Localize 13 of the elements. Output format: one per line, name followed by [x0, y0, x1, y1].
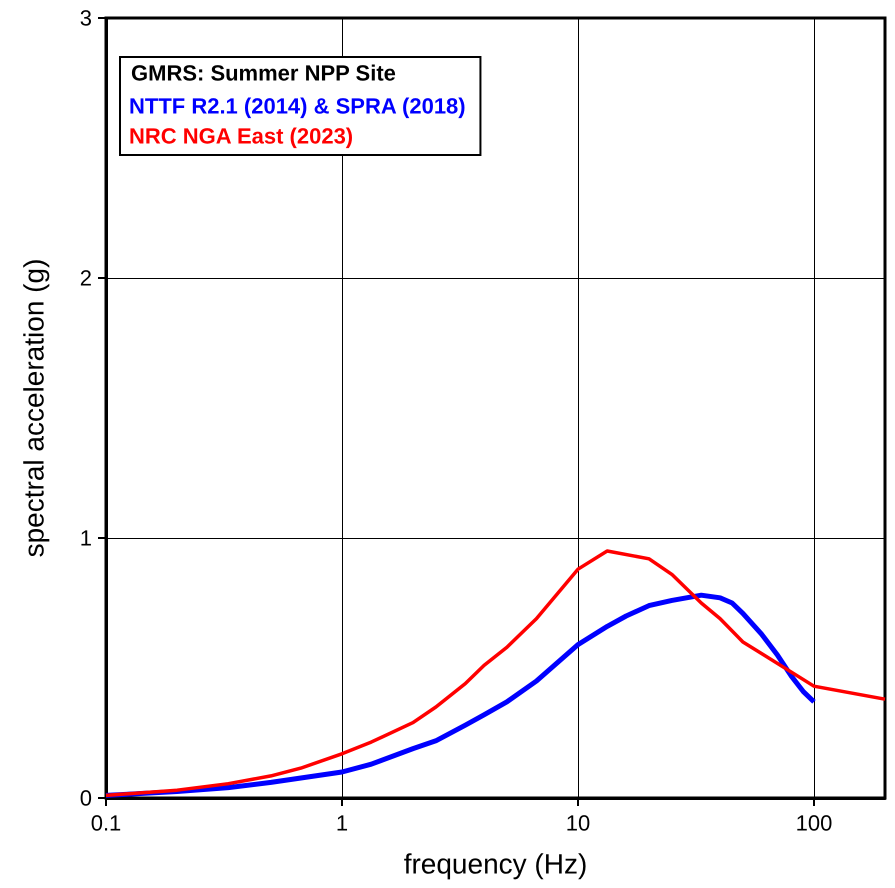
x-tick-label: 0.1 [90, 810, 122, 836]
y-tick-label: 0 [80, 786, 92, 810]
legend-title: GMRS: Summer NPP Site [131, 60, 396, 86]
text: NRC NGA East (2023) [129, 124, 354, 148]
y-tick-label: 2 [80, 266, 92, 290]
x-tick-label: 100 [796, 810, 832, 836]
x-axis-title: frequency (Hz) [404, 848, 588, 880]
x-tick-label: 1 [336, 810, 348, 836]
x-tick-label: 10 [566, 810, 590, 836]
y-tick-label: 1 [80, 526, 92, 550]
y-tick-label: 3 [80, 6, 92, 30]
text: NTTF R2.1 (2014) & SPRA (2018) [129, 94, 466, 118]
y-axis-title: spectral acceleration (g) [18, 258, 50, 558]
